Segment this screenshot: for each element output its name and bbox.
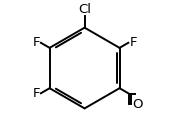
Text: O: O [133, 98, 143, 111]
Text: F: F [129, 36, 137, 49]
Text: F: F [32, 36, 40, 49]
Text: F: F [32, 87, 40, 100]
Text: Cl: Cl [78, 2, 91, 16]
